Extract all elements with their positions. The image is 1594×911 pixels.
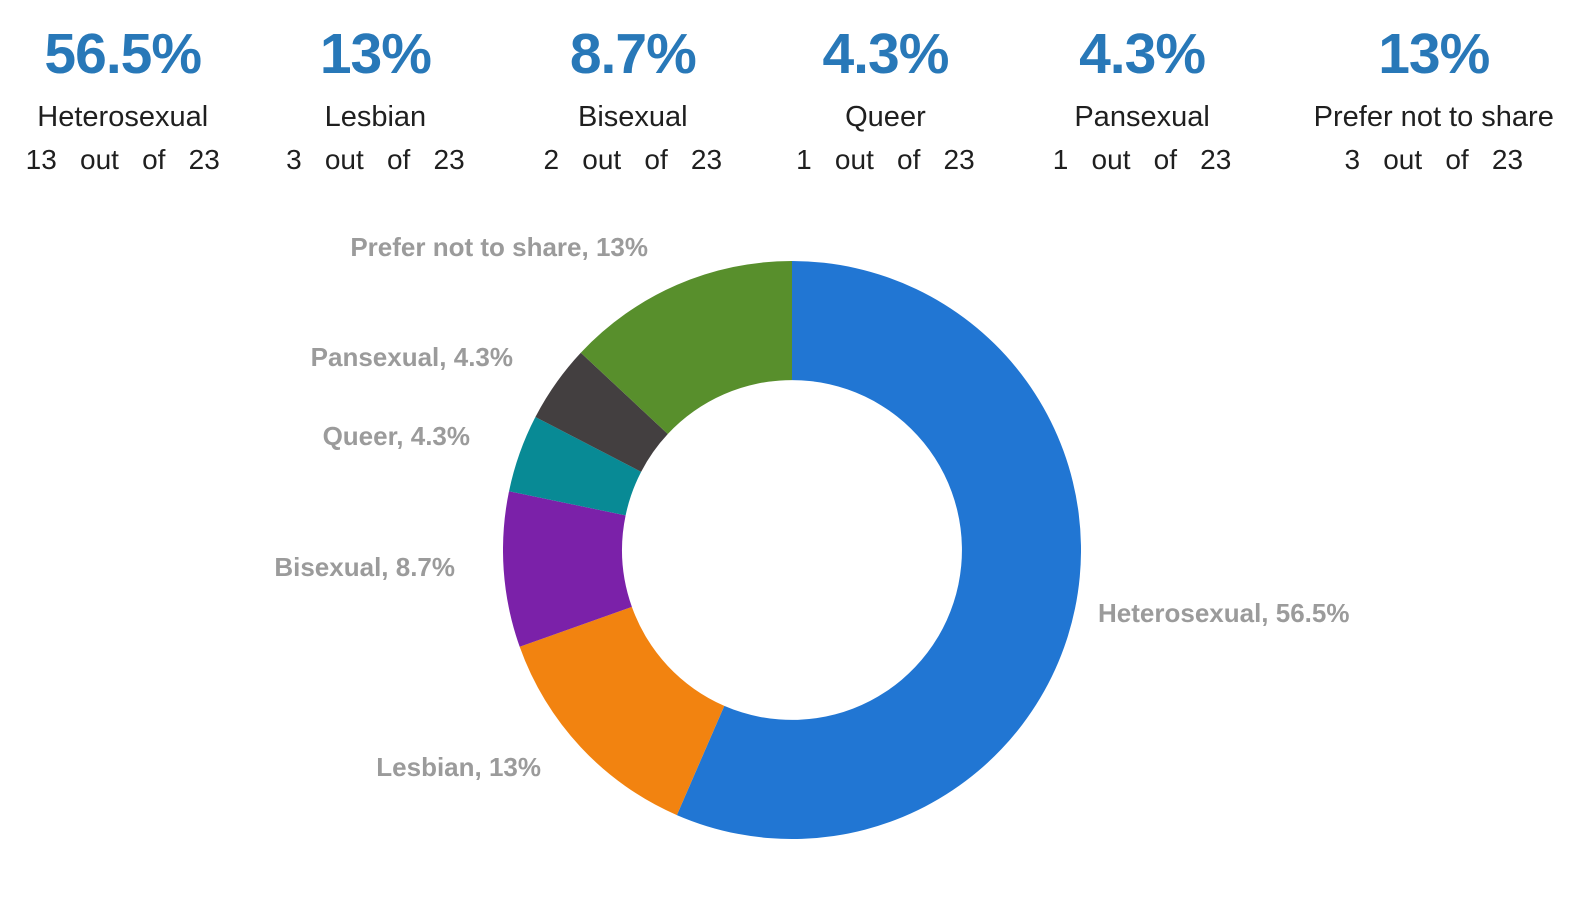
stat-label: Queer [845,101,926,133]
callout-prefer-not-to-share: Prefer not to share, 13% [350,232,648,262]
stat-percent: 8.7% [569,22,697,86]
callout-pansexual: Pansexual, 4.3% [310,342,513,372]
stat-count: 1 out of 23 [796,144,975,175]
callout-queer: Queer, 4.3% [322,421,470,451]
stat-percent: 4.3% [822,22,949,86]
stat-count: 3 out of 23 [286,144,465,175]
stat-count: 3 out of 23 [1344,144,1524,175]
callout-bisexual: Bisexual, 8.7% [274,552,455,582]
stat-percent: 56.5% [44,22,202,86]
stat-queer: 4.3% Queer 1 out of 23 [760,26,1010,174]
stat-label: Pansexual [1074,101,1210,133]
stat-heterosexual: 56.5% Heterosexual 13 out of 23 [0,26,245,174]
stat-percent: 13% [319,22,432,86]
donut-segment-prefer-not-to-share [580,261,792,435]
stat-prefer-not-to-share: 13% Prefer not to share 3 out of 23 [1274,26,1594,174]
donut-segment-pansexual [535,352,668,472]
stats-summary-row: 56.5% Heterosexual 13 out of 23 13% Lesb… [0,0,1594,174]
callout-lesbian: Lesbian, 13% [376,752,541,782]
donut-segment-heterosexual [676,261,1081,839]
stat-label: Prefer not to share [1313,101,1554,133]
callout-heterosexual: Heterosexual, 56.5% [1098,598,1350,628]
donut-chart [503,261,1081,839]
stat-label: Heterosexual [37,101,209,133]
stat-label: Lesbian [324,101,427,133]
stat-pansexual: 4.3% Pansexual 1 out of 23 [1011,26,1274,174]
stat-percent: 4.3% [1079,22,1206,86]
stat-count: 13 out of 23 [25,144,220,175]
stat-count: 1 out of 23 [1052,144,1232,175]
stat-percent: 13% [1378,22,1490,86]
stat-bisexual: 8.7% Bisexual 2 out of 23 [505,26,760,174]
donut-segment-bisexual [503,491,632,647]
donut-segment-lesbian [519,606,725,816]
stat-count: 2 out of 23 [543,144,723,175]
stat-lesbian: 13% Lesbian 3 out of 23 [245,26,505,174]
stat-label: Bisexual [577,101,688,133]
donut-segment-queer [509,417,642,516]
